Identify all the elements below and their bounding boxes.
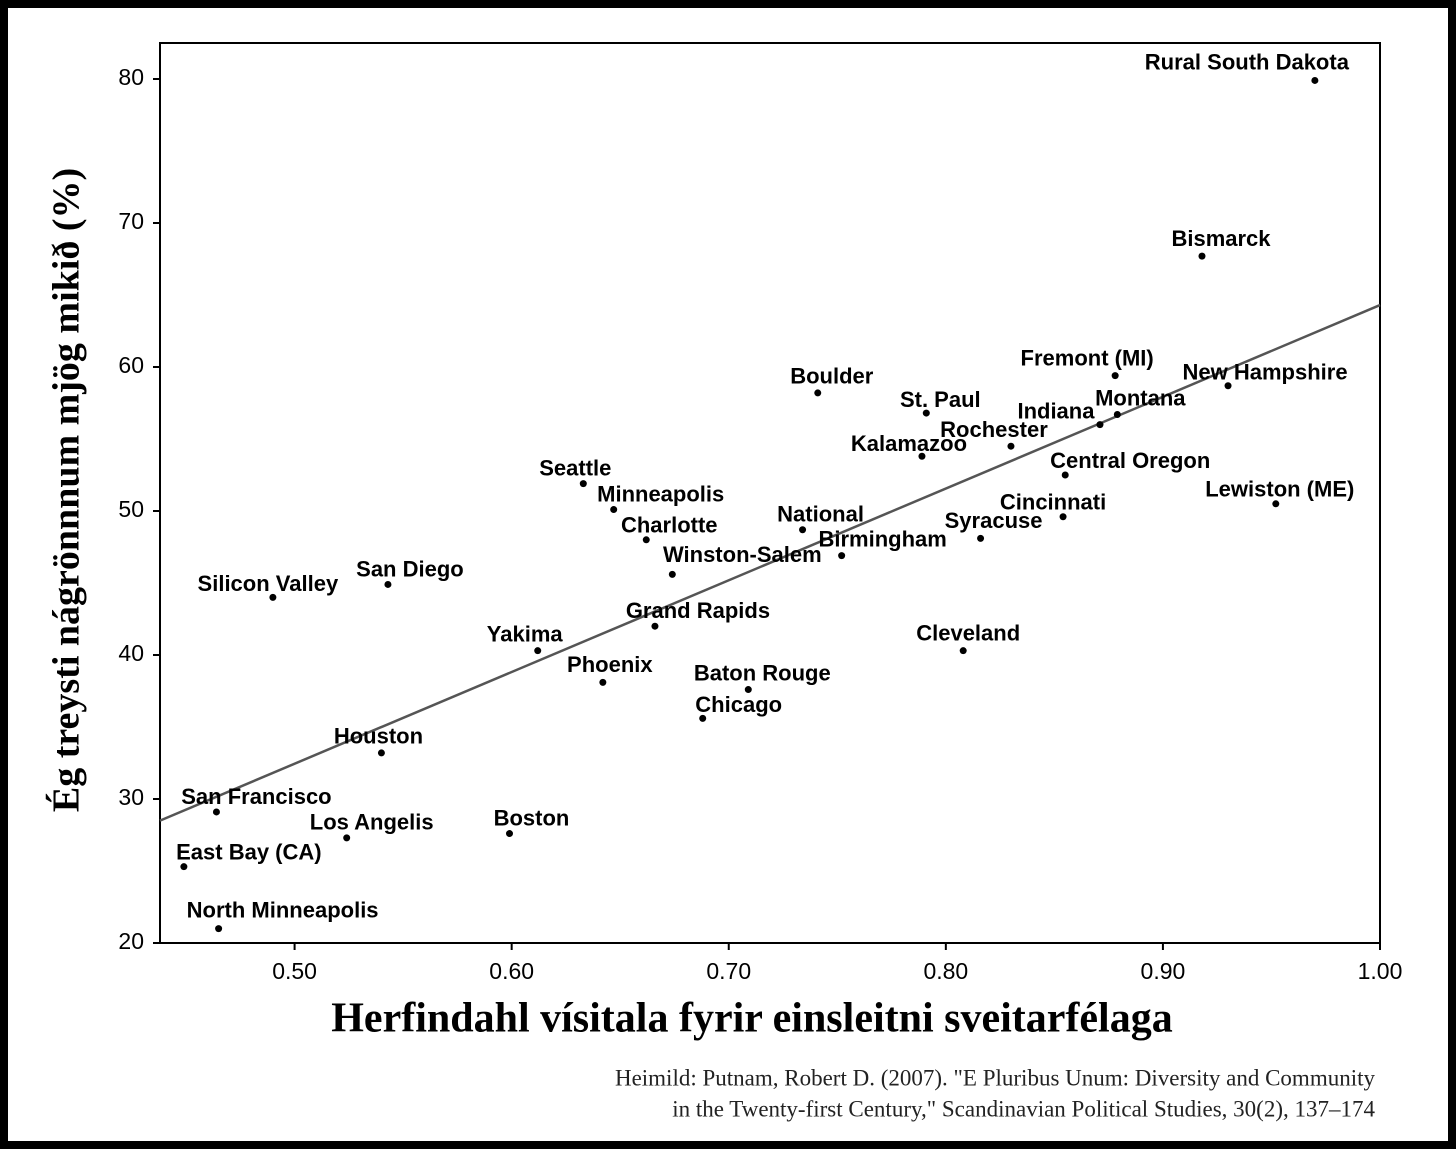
point-label: San Diego xyxy=(356,556,464,581)
x-tick-label: 0.80 xyxy=(923,958,968,984)
point-label: Charlotte xyxy=(621,513,718,538)
y-tick-label: 70 xyxy=(118,208,144,234)
point-label: Central Oregon xyxy=(1050,448,1210,473)
point xyxy=(1224,382,1232,390)
point xyxy=(377,749,385,757)
point xyxy=(799,526,807,534)
point-label: Kalamazoo xyxy=(851,431,967,456)
point xyxy=(1059,513,1067,521)
point-label: Houston xyxy=(334,724,423,749)
point xyxy=(814,389,822,397)
x-tick-label: 0.60 xyxy=(489,958,534,984)
point-label: Indiana xyxy=(1017,398,1095,423)
point-label: Baton Rouge xyxy=(694,660,831,685)
y-tick-label: 60 xyxy=(118,352,144,378)
y-tick-label: 80 xyxy=(118,64,144,90)
point xyxy=(212,808,220,816)
x-tick-label: 0.90 xyxy=(1141,958,1186,984)
point-label: Syracuse xyxy=(945,508,1043,533)
point xyxy=(977,534,985,542)
point-label: San Francisco xyxy=(181,784,331,809)
point-label: Lewiston (ME) xyxy=(1205,477,1354,502)
point-label: Cleveland xyxy=(916,620,1020,645)
point-label: Yakima xyxy=(487,621,564,646)
point-label: Rochester xyxy=(940,417,1048,442)
x-tick-label: 0.50 xyxy=(272,958,317,984)
point xyxy=(180,863,188,871)
point xyxy=(1096,421,1104,429)
plot-area xyxy=(159,42,1381,944)
point-label: Grand Rapids xyxy=(626,598,770,623)
point-label: Boston xyxy=(494,805,570,830)
source-line: Heimild: Putnam, Robert D. (2007). "E Pl… xyxy=(615,1065,1376,1090)
point xyxy=(959,647,967,655)
point-label: Minneapolis xyxy=(597,481,724,506)
point xyxy=(642,536,650,544)
point-label: Phoenix xyxy=(567,652,653,677)
point-label: North Minneapolis xyxy=(187,897,379,922)
point xyxy=(579,480,587,488)
point-label: Bismarck xyxy=(1171,226,1271,251)
point-label: Montana xyxy=(1095,385,1186,410)
y-axis-title: Ég treysti nágrönnnum mjög mikið (%) xyxy=(46,168,88,812)
point xyxy=(1061,471,1069,479)
point-label: Cincinnati xyxy=(1000,490,1106,515)
point-label: Chicago xyxy=(695,692,782,717)
point-label: New Hampshire xyxy=(1183,360,1348,385)
point xyxy=(599,678,607,686)
point xyxy=(1198,252,1206,260)
point-label: East Bay (CA) xyxy=(176,839,321,864)
point-label: Rural South Dakota xyxy=(1145,49,1350,74)
source-line: in the Twenty-first Century," Scandinavi… xyxy=(672,1096,1375,1121)
point xyxy=(922,409,930,417)
point xyxy=(1007,442,1015,450)
x-tick-label: 1.00 xyxy=(1358,958,1403,984)
point xyxy=(668,570,676,578)
point xyxy=(1113,411,1121,419)
x-axis-title: Herfindahl vísitala fyrir einsleitni sve… xyxy=(331,996,1172,1042)
point xyxy=(343,834,351,842)
point-label: National xyxy=(777,502,864,527)
point-label: Boulder xyxy=(790,364,874,389)
point-label: Los Angelis xyxy=(310,810,434,835)
y-tick-label: 30 xyxy=(118,784,144,810)
point xyxy=(269,593,277,601)
point xyxy=(534,647,542,655)
point xyxy=(1311,76,1319,84)
point xyxy=(744,686,752,694)
point xyxy=(610,506,618,514)
trend-line xyxy=(159,303,1381,822)
point xyxy=(651,622,659,630)
point-label: Silicon Valley xyxy=(198,571,339,596)
point xyxy=(384,580,392,588)
point xyxy=(838,552,846,560)
x-tick-label: 0.70 xyxy=(706,958,751,984)
point-label: Winston-Salem xyxy=(663,542,822,567)
point xyxy=(1272,500,1280,508)
point-label: Seattle xyxy=(539,455,611,480)
point xyxy=(1111,372,1119,380)
point xyxy=(215,925,223,933)
y-tick-label: 40 xyxy=(118,640,144,666)
point xyxy=(699,714,707,722)
point-label: Birmingham xyxy=(818,526,946,551)
point-label: Fremont (MI) xyxy=(1021,345,1154,370)
y-tick-label: 20 xyxy=(118,928,144,954)
point-label: St. Paul xyxy=(900,387,981,412)
y-tick-label: 50 xyxy=(118,496,144,522)
point xyxy=(506,830,514,838)
point xyxy=(918,452,926,460)
